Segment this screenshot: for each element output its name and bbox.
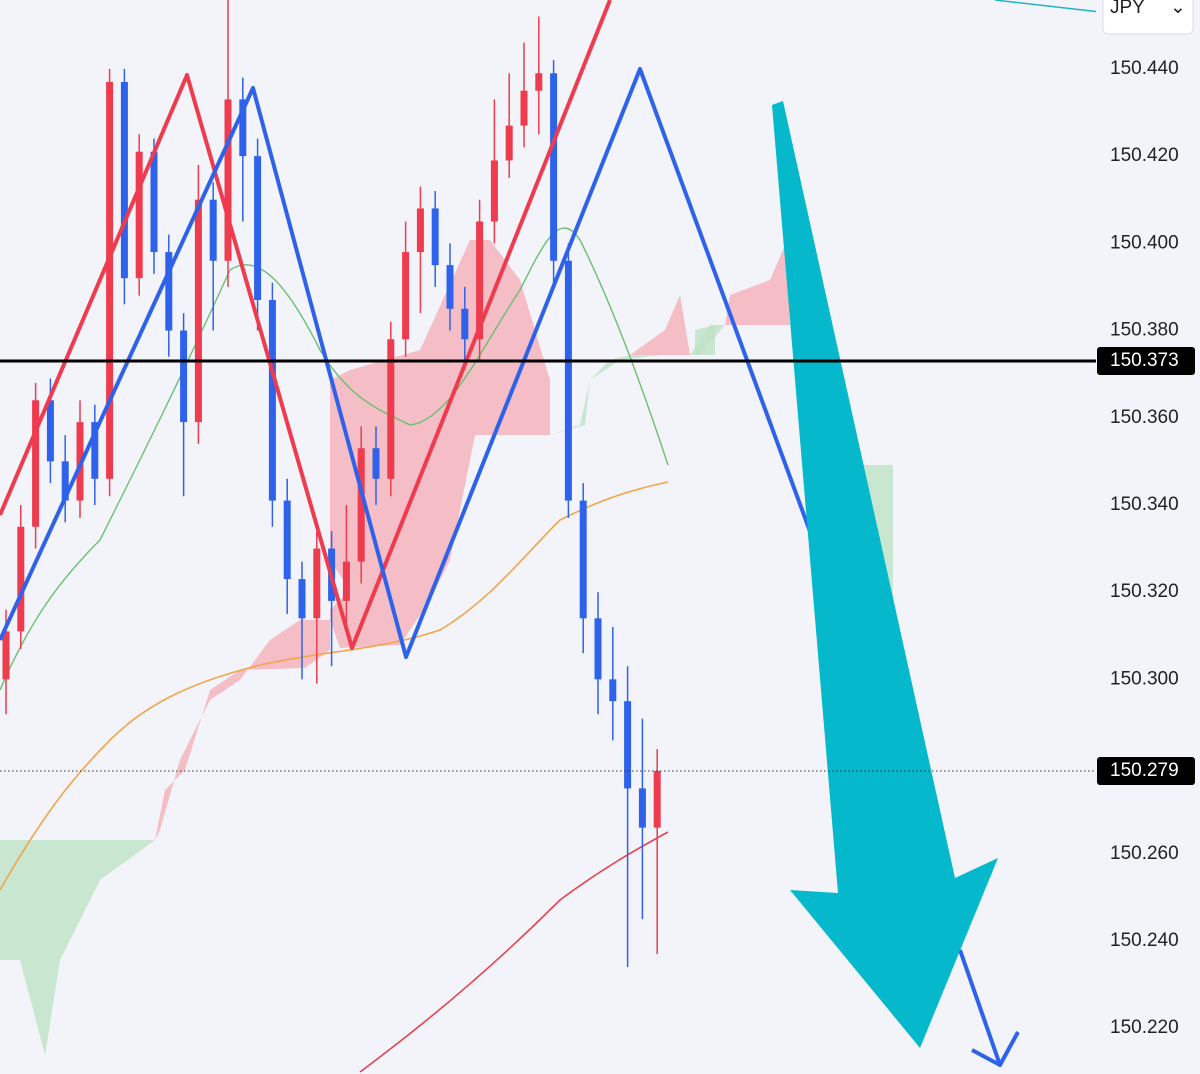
candle-body <box>372 448 380 479</box>
price-axis <box>1096 0 1200 1074</box>
y-tick-label: 150.240 <box>1110 930 1179 951</box>
y-tick-label: 150.380 <box>1110 320 1179 341</box>
level-tag <box>1097 347 1195 376</box>
candle-body <box>342 561 350 601</box>
candle-body <box>446 265 454 309</box>
candle-body <box>46 400 54 462</box>
candle-body <box>387 339 395 479</box>
candle-body <box>135 151 143 279</box>
y-tick-label: 150.220 <box>1110 1017 1179 1038</box>
candle-body <box>165 252 173 331</box>
candle-body <box>283 500 291 580</box>
candle-body <box>461 308 469 340</box>
candle-body <box>357 448 365 562</box>
candle-body <box>268 300 276 501</box>
moving-averages <box>0 227 669 1073</box>
candle-body <box>535 73 543 91</box>
candle-body <box>91 422 99 479</box>
y-tick-label: 150.300 <box>1110 668 1179 689</box>
candle-body <box>150 151 158 253</box>
level-label: 150.373 <box>1110 350 1179 371</box>
forecast-arrow <box>772 101 998 1048</box>
y-tick-label: 150.400 <box>1110 232 1179 253</box>
candle-body <box>638 788 646 828</box>
y-tick-label: 150.440 <box>1110 58 1179 79</box>
candle-body <box>17 526 25 632</box>
candle-body <box>490 160 498 222</box>
candle-body <box>594 618 602 680</box>
y-tick-label: 150.420 <box>1110 145 1179 166</box>
candle-body <box>106 81 114 479</box>
last-price-tag <box>1097 756 1195 785</box>
candle-body <box>653 770 661 828</box>
last-price-label: 150.279 <box>1110 760 1179 781</box>
candle-body <box>120 81 128 279</box>
candle-body <box>2 631 10 680</box>
y-tick-label: 150.340 <box>1110 494 1179 515</box>
candle-body <box>402 252 410 340</box>
candles <box>2 0 661 968</box>
y-tick-label: 150.260 <box>1110 843 1179 864</box>
currency: JPY <box>1110 0 1145 18</box>
candle-body <box>431 208 439 266</box>
candle-body <box>194 199 202 423</box>
candle-body <box>579 500 587 619</box>
y-tick-label: 150.320 <box>1110 581 1179 602</box>
candle-body <box>209 199 217 261</box>
candle-body <box>61 461 69 501</box>
candle-body <box>505 125 513 161</box>
candle-body <box>609 679 617 702</box>
candle-body <box>180 330 188 423</box>
candle-body <box>224 99 232 261</box>
candle-body <box>239 99 247 157</box>
candle-body <box>254 156 262 301</box>
candle-body <box>313 548 321 619</box>
candle-body <box>520 90 528 126</box>
y-tick-label: 150.360 <box>1110 407 1179 428</box>
candle-body <box>624 701 632 789</box>
candle-body <box>476 221 484 340</box>
dropdown-icon: ⌄ <box>1170 0 1186 18</box>
candle-body <box>32 400 40 527</box>
candle-body <box>416 208 424 253</box>
candle-body <box>564 260 572 501</box>
currency-select[interactable] <box>1102 0 1194 35</box>
candle-body <box>298 579 306 619</box>
candle-body <box>550 73 558 261</box>
